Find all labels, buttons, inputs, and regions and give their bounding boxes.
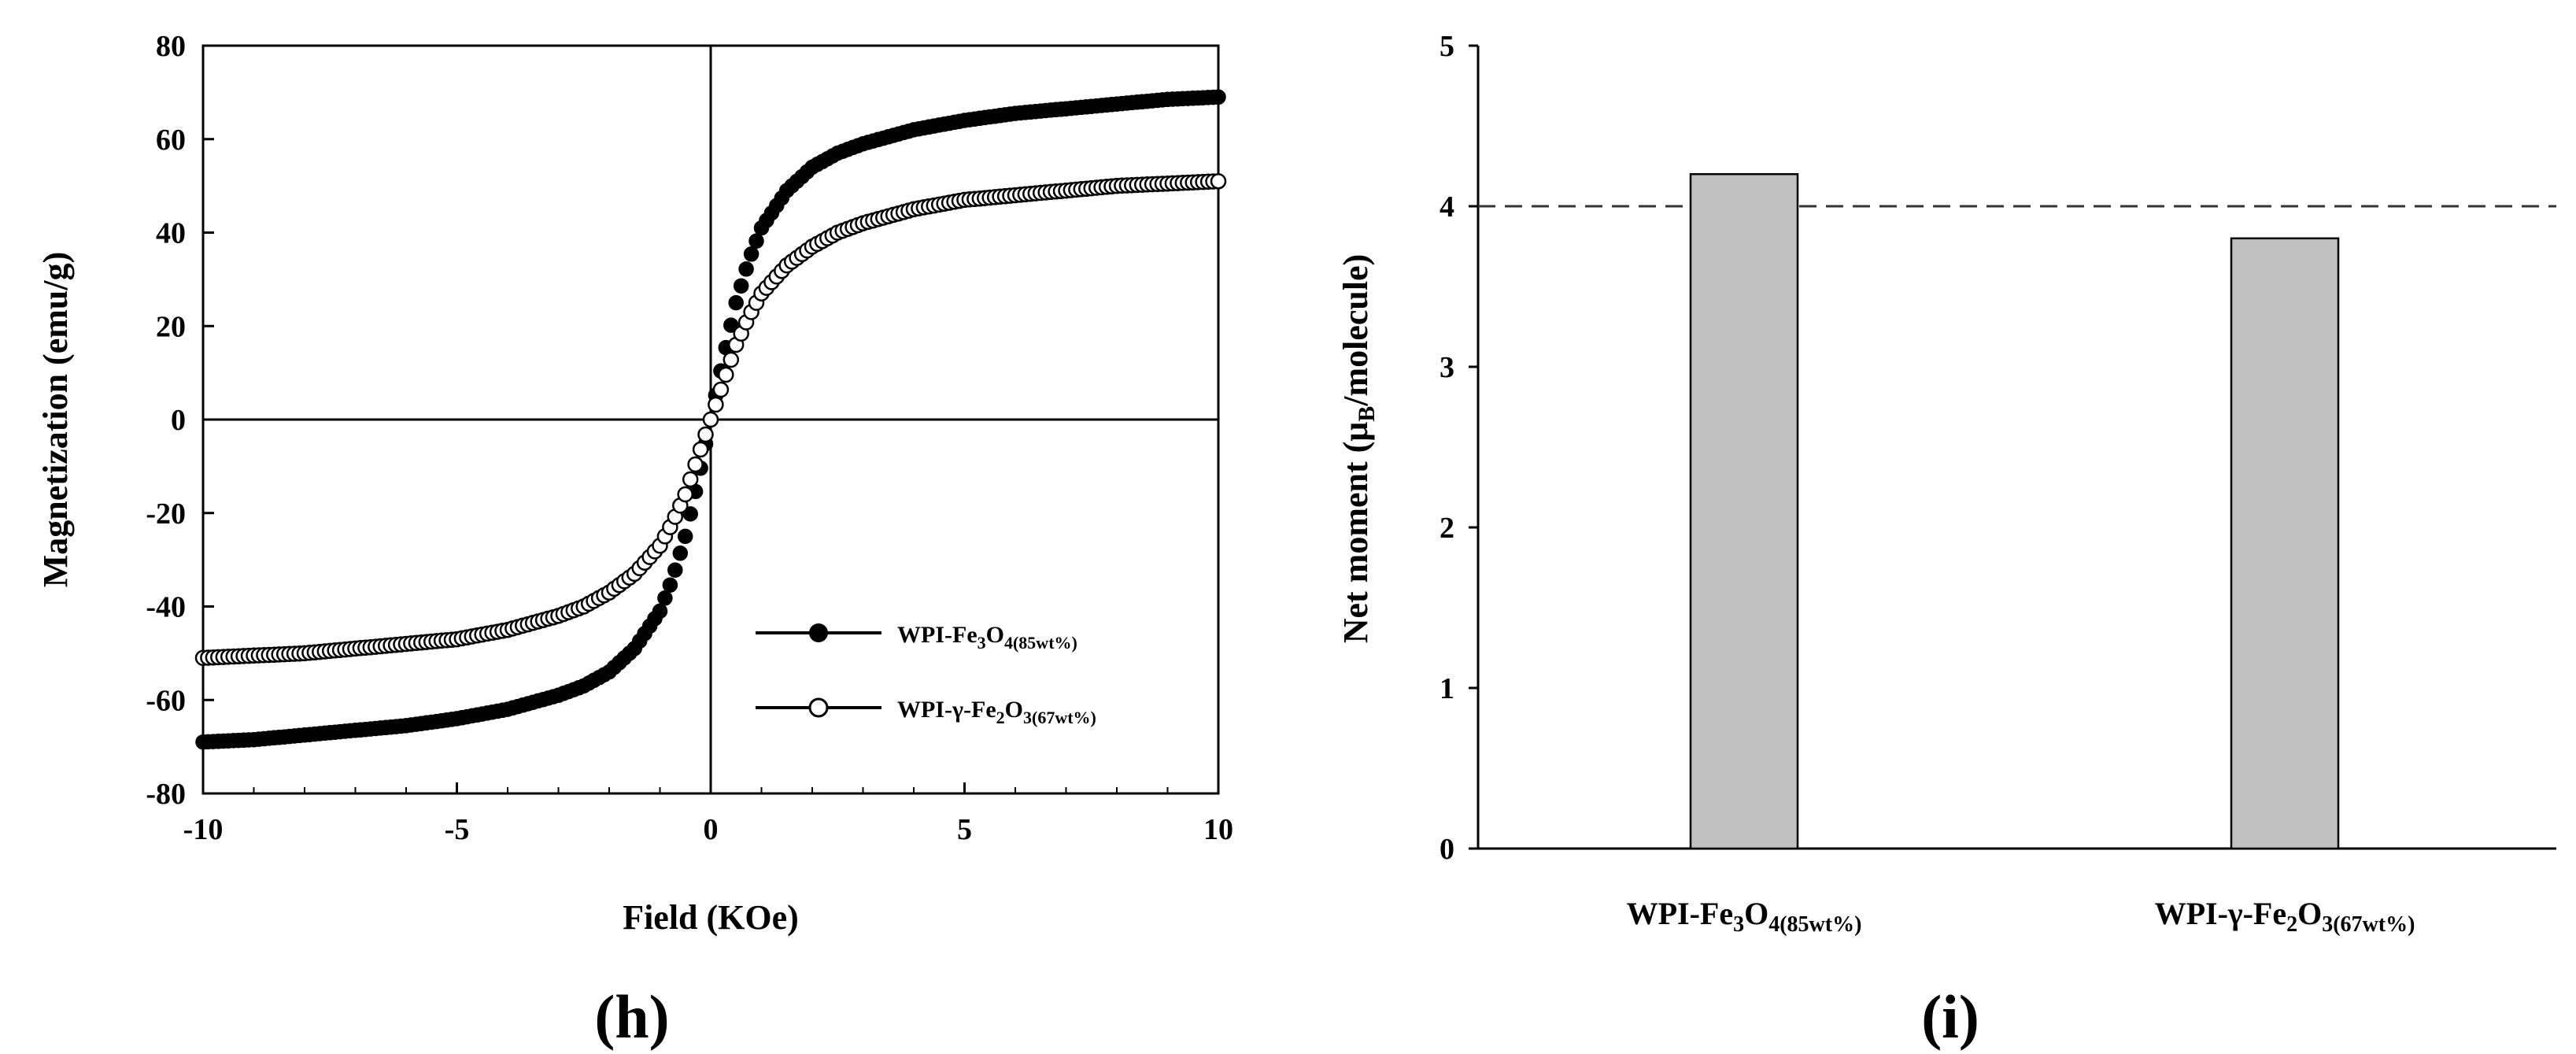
y-tick-labels: 0 1 2 3 4 5 <box>1440 30 1454 866</box>
data-point <box>687 456 704 473</box>
y-tick-label: 4 <box>1440 190 1454 224</box>
y-tick-label: 3 <box>1440 351 1454 384</box>
data-point <box>1210 172 1227 190</box>
category-label-1: WPI-Fe3O4(85wt%) <box>1627 896 1862 937</box>
data-point <box>692 441 709 458</box>
x-tick-label: 10 <box>1203 813 1233 846</box>
data-point <box>672 545 689 561</box>
panel-label-h: (h) <box>594 982 669 1051</box>
y-tick-label: 5 <box>1440 30 1454 63</box>
y-tick-label: 20 <box>156 310 186 343</box>
data-point <box>738 261 754 277</box>
y-tick-label: -40 <box>146 591 186 624</box>
legend-label-series-2: WPI-γ-Fe2O3(67wt%) <box>897 697 1096 727</box>
category-label-1-sub1: 3 <box>1733 912 1744 937</box>
legend-label-series-2-sub2: 3(67wt%) <box>1023 708 1096 727</box>
y-tick-label: 60 <box>156 124 186 157</box>
data-point <box>743 246 759 262</box>
data-point <box>662 577 678 593</box>
panel-label-i: (i) <box>1921 982 1979 1051</box>
data-point <box>652 603 668 619</box>
x-tick-labels: -10 -5 0 5 10 <box>183 813 1233 846</box>
magnetization-chart: -10 -5 0 5 10 -80 -60 -40 -20 0 20 40 60 80 Field (K… <box>36 30 1233 1051</box>
y-axis-title-sub: B <box>1354 406 1380 422</box>
category-label-1-sub2: 4(85wt%) <box>1768 912 1861 937</box>
bar-1 <box>1689 172 1799 850</box>
legend-label-series-2-prefix: WPI-γ-Fe <box>897 697 996 723</box>
data-point <box>702 411 719 428</box>
category-label-2-sub2: 3(67wt%) <box>2322 912 2415 937</box>
y-axis-title: Net moment (μB/molecule) <box>1336 254 1380 644</box>
bar-2 <box>2230 237 2340 850</box>
category-label-2-mid: O <box>2297 896 2322 931</box>
data-point <box>677 486 693 503</box>
y-axis-title-before: Net moment (μ <box>1336 422 1375 644</box>
y-tick-label: 2 <box>1440 512 1454 545</box>
y-tick-label: -60 <box>146 684 186 717</box>
category-label-1-mid: O <box>1744 896 1768 931</box>
data-point <box>728 294 744 311</box>
category-label-2-sub1: 2 <box>2286 912 2297 937</box>
legend-label-series-1-mid: O <box>986 622 1004 648</box>
bars <box>1689 172 2340 850</box>
y-tick-labels: -80 -60 -40 -20 0 20 40 60 80 <box>146 30 186 811</box>
legend: WPI-Fe3O4(85wt%) WPI-γ-Fe2O3(67wt%) <box>756 622 1096 727</box>
y-tick-label: 80 <box>156 30 186 63</box>
series-1-markers <box>195 89 1226 750</box>
x-tick-label: 0 <box>704 813 719 846</box>
x-tick-label: -10 <box>183 813 224 846</box>
x-tick-label: -5 <box>445 813 470 846</box>
data-point <box>657 590 673 606</box>
data-point <box>682 506 698 522</box>
data-point <box>667 562 683 578</box>
y-tick-label: 0 <box>171 404 186 437</box>
legend-marker-series-2 <box>808 697 829 718</box>
y-tick-label: -20 <box>146 497 186 531</box>
data-point <box>697 426 714 443</box>
y-tick-label: -80 <box>146 778 186 811</box>
data-point <box>748 233 764 249</box>
y-axis-title: Magnetization (emu/g) <box>36 252 75 587</box>
data-point <box>682 471 699 488</box>
data-point <box>708 396 724 413</box>
legend-label-series-1-sub2: 4(85wt%) <box>1004 633 1077 653</box>
x-axis-title: Field (KOe) <box>623 898 799 937</box>
data-point <box>677 528 693 545</box>
category-label-2-prefix: WPI-γ-Fe <box>2155 896 2287 931</box>
legend-label-series-2-mid: O <box>1005 697 1023 723</box>
category-label-2: WPI-γ-Fe2O3(67wt%) <box>2155 896 2415 937</box>
legend-label-series-1-prefix: WPI-Fe <box>897 622 978 648</box>
data-point <box>718 366 734 383</box>
data-point <box>723 351 740 368</box>
legend-label-series-1: WPI-Fe3O4(85wt%) <box>897 622 1077 653</box>
axes-lines <box>1476 46 2556 850</box>
data-point <box>1210 89 1226 105</box>
data-point <box>733 278 749 294</box>
series-2-markers <box>194 172 1227 667</box>
data-point <box>712 381 730 398</box>
legend-marker-series-1 <box>809 623 828 642</box>
data-point <box>723 317 739 333</box>
y-tick-label: 40 <box>156 217 186 250</box>
tick-marks <box>1469 44 1478 850</box>
y-axis-title-after: /molecule) <box>1336 254 1375 407</box>
legend-label-series-1-sub1: 3 <box>978 633 986 653</box>
tick-marks <box>201 44 1220 795</box>
y-tick-label: 0 <box>1440 833 1454 866</box>
legend-label-series-2-sub1: 2 <box>996 708 1005 727</box>
category-label-1-prefix: WPI-Fe <box>1627 896 1734 931</box>
x-tick-label: 5 <box>957 813 972 846</box>
data-series <box>194 89 1227 750</box>
y-tick-label: 1 <box>1440 672 1454 705</box>
